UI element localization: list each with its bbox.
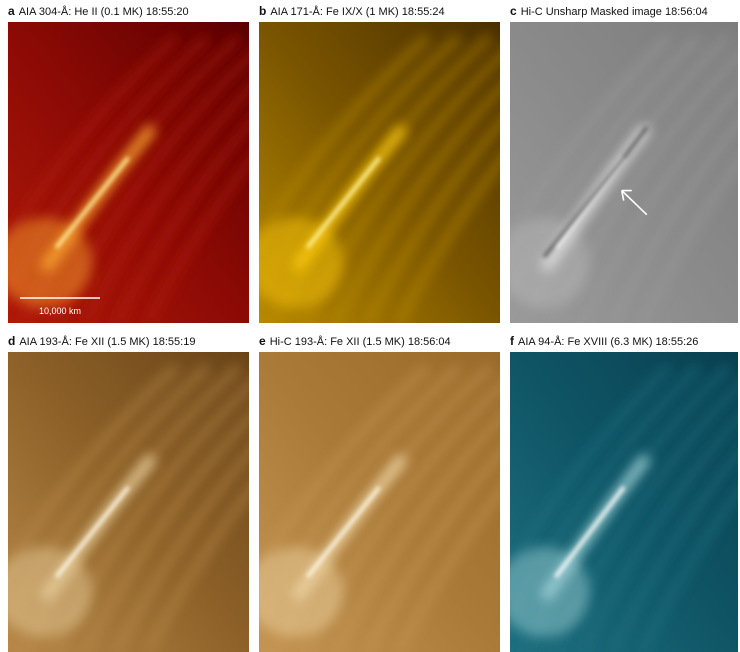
panel-letter: b bbox=[259, 4, 267, 18]
panel-letter: a bbox=[8, 4, 15, 18]
panel-title: d AIA 193-Å: Fe XII (1.5 MK) 18:55:19 bbox=[8, 334, 195, 348]
scale-bar-label: 10,000 km bbox=[39, 306, 81, 316]
panel-title: b AIA 171-Å: Fe IX/X (1 MK) 18:55:24 bbox=[259, 4, 445, 18]
panel-image bbox=[259, 352, 500, 652]
panel-title: a AIA 304-Å: He II (0.1 MK) 18:55:20 bbox=[8, 4, 189, 18]
panel-caption: AIA 193-Å: Fe XII (1.5 MK) 18:55:19 bbox=[19, 336, 196, 348]
panel-letter: d bbox=[8, 334, 16, 348]
panel-image bbox=[510, 352, 738, 652]
panel-image bbox=[8, 352, 249, 652]
panel-caption: Hi-C 193-Å: Fe XII (1.5 MK) 18:56:04 bbox=[269, 336, 451, 348]
panel-letter: e bbox=[259, 334, 266, 348]
panel-title: e Hi-C 193-Å: Fe XII (1.5 MK) 18:56:04 bbox=[259, 334, 451, 348]
panel-title: f AIA 94-Å: Fe XVIII (6.3 MK) 18:55:26 bbox=[510, 334, 698, 348]
panel-image: 10,000 km bbox=[8, 22, 249, 323]
panel-title: c Hi-C Unsharp Masked image 18:56:04 bbox=[510, 4, 708, 18]
arrow bbox=[620, 189, 648, 216]
panel-image bbox=[259, 22, 500, 323]
panel-caption: AIA 304-Å: He II (0.1 MK) 18:55:20 bbox=[18, 6, 189, 18]
panel-caption: AIA 171-Å: Fe IX/X (1 MK) 18:55:24 bbox=[270, 6, 445, 18]
panel-caption: AIA 94-Å: Fe XVIII (6.3 MK) 18:55:26 bbox=[518, 336, 699, 348]
panel-letter: c bbox=[510, 4, 517, 18]
panel-caption: Hi-C Unsharp Masked image 18:56:04 bbox=[520, 6, 708, 18]
panel-image bbox=[510, 22, 738, 323]
panel-letter: f bbox=[510, 334, 514, 348]
